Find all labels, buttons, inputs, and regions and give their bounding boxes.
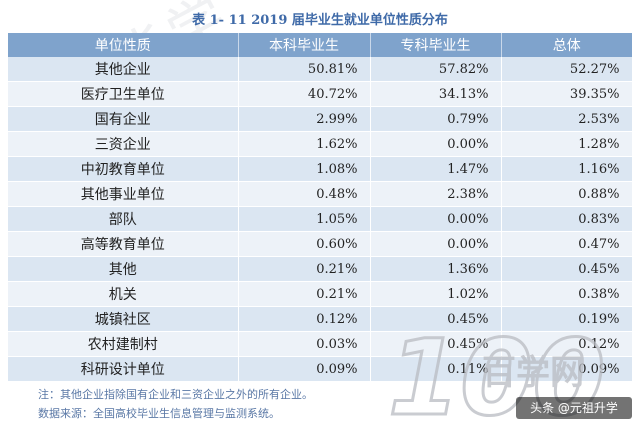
table-row: 中初教育单位 1.08% 1.47% 1.16% bbox=[8, 156, 633, 182]
percent-cell: 0.79% bbox=[370, 106, 502, 132]
table-row: 其他事业单位 0.48% 2.38% 0.88% bbox=[8, 181, 633, 207]
percent-cell: 50.81% bbox=[238, 57, 371, 82]
percent-cell: 2.38% bbox=[370, 181, 502, 207]
percent-cell: 1.62% bbox=[238, 131, 371, 157]
column-header: 本科毕业生 bbox=[238, 33, 371, 57]
percent-cell: 0.60% bbox=[238, 231, 371, 257]
table-row: 其他 0.21% 1.36% 0.45% bbox=[8, 256, 633, 282]
employment-table: 单位性质 本科毕业生 专科毕业生 总体 其他企业 50.81% 57.82% 52.27% 医… bbox=[8, 33, 633, 382]
table-row: 科研设计单位 0.09% 0.11% 0.09% bbox=[8, 356, 633, 382]
percent-cell: 0.45% bbox=[370, 331, 502, 357]
percent-cell: 0.21% bbox=[238, 281, 371, 307]
percent-cell: 1.28% bbox=[501, 131, 633, 157]
percent-cell: 57.82% bbox=[370, 57, 502, 82]
percent-cell: 0.19% bbox=[501, 306, 633, 332]
table-row: 高等教育单位 0.60% 0.00% 0.47% bbox=[8, 231, 633, 257]
percent-cell: 0.11% bbox=[370, 356, 502, 382]
percent-cell: 0.83% bbox=[501, 206, 633, 232]
percent-cell: 34.13% bbox=[370, 81, 502, 107]
percent-cell: 0.12% bbox=[501, 331, 633, 357]
percent-cell: 39.35% bbox=[501, 81, 633, 107]
percent-cell: 2.53% bbox=[501, 106, 633, 132]
percent-cell: 1.47% bbox=[370, 156, 502, 182]
percent-cell: 1.05% bbox=[238, 206, 371, 232]
footnote: 注：其他企业指除国有企业和三资企业之外的所有企业。 bbox=[38, 388, 313, 401]
percent-cell: 1.08% bbox=[238, 156, 371, 182]
percent-cell: 0.00% bbox=[370, 131, 502, 157]
percent-cell: 0.48% bbox=[238, 181, 371, 207]
table-row: 农村建制村 0.03% 0.45% 0.12% bbox=[8, 331, 633, 357]
percent-cell: 1.02% bbox=[370, 281, 502, 307]
unit-type-cell: 其他企业 bbox=[8, 57, 239, 82]
table-row: 部队 1.05% 0.00% 0.83% bbox=[8, 206, 633, 232]
percent-cell: 0.09% bbox=[501, 356, 633, 382]
percent-cell: 40.72% bbox=[238, 81, 371, 107]
percent-cell: 0.12% bbox=[238, 306, 371, 332]
unit-type-cell: 高等教育单位 bbox=[8, 231, 239, 257]
column-header: 单位性质 bbox=[8, 33, 239, 57]
percent-cell: 0.03% bbox=[238, 331, 371, 357]
data-source: 数据来源：全国高校毕业生信息管理与监测系统。 bbox=[38, 407, 280, 420]
header-row: 单位性质 本科毕业生 专科毕业生 总体 bbox=[8, 33, 632, 57]
percent-cell: 1.16% bbox=[501, 156, 633, 182]
unit-type-cell: 机关 bbox=[8, 281, 239, 307]
unit-type-cell: 国有企业 bbox=[8, 106, 239, 132]
percent-cell: 0.38% bbox=[501, 281, 633, 307]
table-row: 其他企业 50.81% 57.82% 52.27% bbox=[8, 57, 633, 82]
table-row: 三资企业 1.62% 0.00% 1.28% bbox=[8, 131, 633, 157]
percent-cell: 52.27% bbox=[501, 57, 633, 82]
column-header: 专科毕业生 bbox=[370, 33, 502, 57]
percent-cell: 0.47% bbox=[501, 231, 633, 257]
unit-type-cell: 城镇社区 bbox=[8, 306, 239, 332]
percent-cell: 1.36% bbox=[370, 256, 502, 282]
percent-cell: 0.00% bbox=[370, 206, 502, 232]
table-row: 机关 0.21% 1.02% 0.38% bbox=[8, 281, 633, 307]
unit-type-cell: 科研设计单位 bbox=[8, 356, 239, 382]
percent-cell: 0.21% bbox=[238, 256, 371, 282]
brand-tag: 头条 @元祖升学 bbox=[516, 397, 632, 419]
unit-type-cell: 医疗卫生单位 bbox=[8, 81, 239, 107]
percent-cell: 0.00% bbox=[370, 231, 502, 257]
percent-cell: 0.09% bbox=[238, 356, 371, 382]
table-row: 医疗卫生单位 40.72% 34.13% 39.35% bbox=[8, 81, 633, 107]
column-header: 总体 bbox=[501, 33, 632, 57]
unit-type-cell: 中初教育单位 bbox=[8, 156, 239, 182]
table-title: 表 1- 11 2019 届毕业生就业单位性质分布 bbox=[192, 13, 448, 28]
unit-type-cell: 其他事业单位 bbox=[8, 181, 239, 207]
unit-type-cell: 农村建制村 bbox=[8, 331, 239, 357]
percent-cell: 2.99% bbox=[238, 106, 371, 132]
table-row: 国有企业 2.99% 0.79% 2.53% bbox=[8, 106, 633, 132]
unit-type-cell: 三资企业 bbox=[8, 131, 239, 157]
percent-cell: 0.88% bbox=[501, 181, 633, 207]
percent-cell: 0.45% bbox=[501, 256, 633, 282]
unit-type-cell: 部队 bbox=[8, 206, 239, 232]
unit-type-cell: 其他 bbox=[8, 256, 239, 282]
table-row: 城镇社区 0.12% 0.45% 0.19% bbox=[8, 306, 633, 332]
percent-cell: 0.45% bbox=[370, 306, 502, 332]
